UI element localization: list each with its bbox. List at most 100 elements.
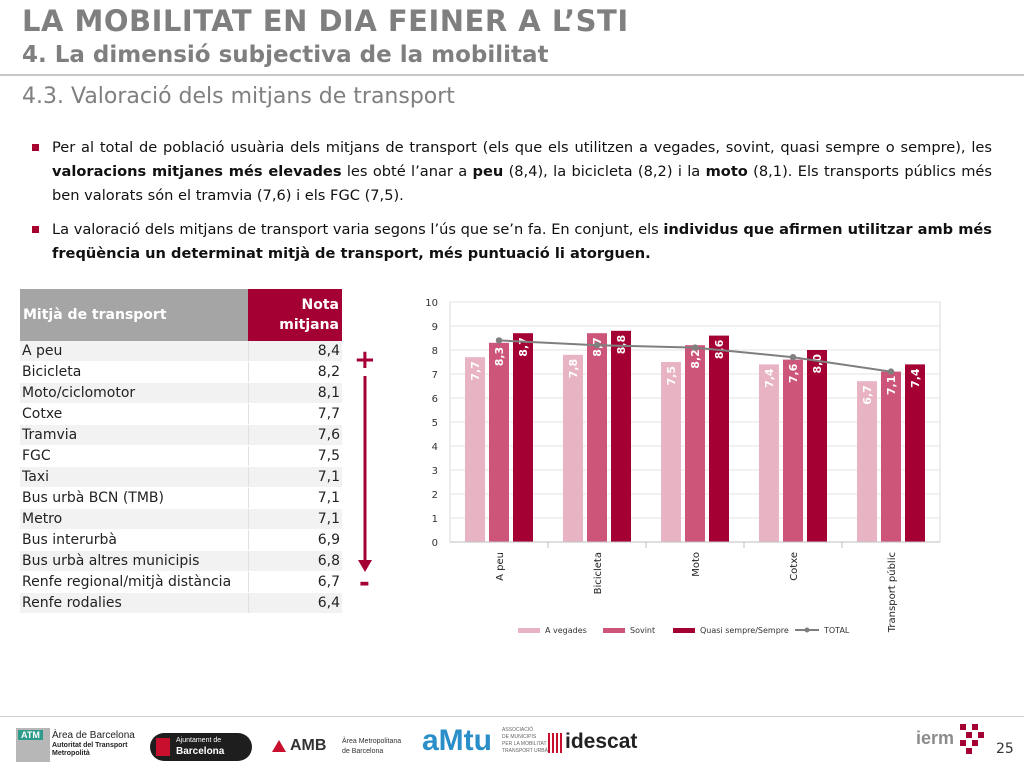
page-number: 25 [996, 741, 1014, 757]
atm-logo-text-1: Àrea de Barcelona [52, 730, 135, 741]
legend-label: TOTAL [823, 626, 850, 635]
table-row: Cotxe 7,7 [20, 403, 342, 425]
table-cell-score: 7,1 [248, 466, 342, 488]
bar [563, 354, 583, 542]
table-cell-transport: Renfe regional/mitjà distància [20, 571, 249, 593]
table-cell-transport: Metro [20, 508, 249, 530]
bar [759, 364, 779, 542]
total-point [691, 344, 699, 351]
y-tick-label: 2 [432, 490, 438, 501]
title-divider [0, 74, 1024, 76]
x-category-label: Cotxe [789, 552, 800, 581]
amtu-logo-small-2: DE MUNICIPIS [502, 734, 537, 740]
table-row: Taxi 7,1 [20, 466, 342, 488]
table-cell-transport: FGC [20, 445, 249, 467]
bar [685, 345, 705, 542]
atm-logo-mark: ATM [16, 728, 50, 762]
scale-arrow-head [358, 560, 372, 572]
bar [905, 364, 925, 542]
amb-triangle-icon [272, 740, 286, 752]
y-tick-label: 5 [432, 418, 438, 429]
bullet-1-text-6: moto [705, 163, 748, 180]
idescat-logo: idescat [548, 730, 658, 760]
legend-swatch [518, 628, 540, 633]
bar-value-label: 7,7 [469, 361, 482, 381]
bar-value-label: 7,4 [909, 368, 922, 388]
legend-line-marker [804, 627, 810, 633]
atm-logo-text-2: Autoritat del Transport [52, 742, 128, 749]
table-cell-score: 8,2 [248, 361, 342, 383]
table-row: Bus urbà BCN (TMB) 7,1 [20, 487, 342, 509]
bar [587, 333, 607, 542]
amtu-logo: aMtu ASSOCIACIÓ DE MUNICIPIS PER LA MOBI… [422, 724, 557, 764]
table-cell-transport: Bus urbà altres municipis [20, 550, 249, 572]
legend-label: Quasi sempre/Sempre [700, 626, 789, 635]
bar [661, 362, 681, 542]
amtu-logo-small: ASSOCIACIÓ DE MUNICIPIS PER LA MOBILITAT… [502, 727, 557, 755]
table-cell-transport: Moto/ciclomotor [20, 382, 249, 404]
table-row: Renfe regional/mitjà distància 6,7 [20, 571, 342, 593]
y-tick-label: 0 [432, 538, 438, 549]
y-tick-label: 8 [432, 346, 438, 357]
amb-logo: AMB Àrea Metropolitana de Barcelona [272, 734, 402, 760]
table-header-transport: Mitjà de transport [20, 289, 248, 341]
bar-value-label: 7,1 [885, 376, 898, 396]
bullet-1-text-7: (8,1). Els transports públics més ben va… [52, 163, 992, 204]
bar-value-label: 7,4 [763, 368, 776, 388]
table-header-score: Nota mitjana [248, 289, 342, 341]
table-row: FGC 7,5 [20, 445, 342, 467]
atm-logo-badge: ATM [18, 730, 43, 740]
legend-swatch [603, 628, 625, 633]
ratings-table: Mitjà de transport Nota mitjana A peu 8,4… [20, 289, 342, 614]
scale-arrow [358, 376, 372, 572]
bullet-paragraph-2: La valoració dels mitjans de transport v… [32, 218, 992, 266]
table-cell-transport: Tramvia [20, 424, 249, 446]
x-category-label: Bicicleta [593, 552, 604, 594]
amtu-logo-small-4: TRANSPORT URBÀ [502, 748, 548, 754]
table-body: A peu 8,4 Bicicleta 8,2 Moto/ciclomotor 8,1 Co… [20, 341, 342, 614]
legend-label: A vegades [545, 626, 587, 635]
bar [513, 333, 533, 542]
bar-value-label: 8,8 [615, 335, 628, 355]
bar-value-label: 8,2 [689, 349, 702, 369]
amtu-logo-small-3: PER LA MOBILITAT I EL [502, 741, 557, 747]
y-tick-label: 7 [432, 370, 438, 381]
bullet-1-text-1: Per al total de població usuària dels mi… [52, 139, 992, 156]
amb-logo-text-1: Àrea Metropolitana [342, 738, 402, 745]
bullet-2-text-2: individus que afirmen utilitzar amb més … [52, 221, 992, 262]
footer-divider [0, 716, 1024, 717]
legend-swatch [673, 628, 695, 633]
ajuntament-logo-text-2: Barcelona [176, 746, 225, 757]
y-tick-label: 9 [432, 322, 438, 333]
bar-value-label: 7,6 [787, 363, 800, 383]
bar [807, 350, 827, 542]
iermb-logo-text: ierm [916, 728, 955, 748]
table-row: Moto/ciclomotor 8,1 [20, 382, 342, 404]
bar-value-label: 7,8 [567, 359, 580, 379]
page-subtitle: 4. La dimensió subjectiva de la mobilita… [22, 42, 549, 68]
table-row: Renfe rodalies 6,4 [20, 592, 342, 614]
amb-logo-text-2: de Barcelona [342, 748, 384, 755]
iermb-logo: ierm [914, 722, 986, 758]
table-cell-transport: A peu [20, 341, 249, 362]
table-header-score-line2: mitjana [279, 317, 339, 333]
bar [857, 381, 877, 542]
y-tick-label: 1 [432, 514, 438, 525]
y-tick-label: 6 [432, 394, 438, 405]
bar [611, 330, 631, 542]
table-cell-score: 7,5 [248, 445, 342, 467]
legend-label: Sovint [630, 626, 655, 635]
table-cell-score: 8,1 [248, 382, 342, 404]
table-cell-score: 6,4 [248, 592, 342, 614]
ajuntament-shield-icon [156, 738, 170, 756]
bar [489, 342, 509, 542]
scale-plus-label: + [354, 345, 376, 375]
table-cell-transport: Renfe rodalies [20, 592, 249, 614]
table-cell-transport: Bus urbà BCN (TMB) [20, 487, 249, 509]
total-point [887, 368, 895, 375]
bar-value-label: 7,5 [665, 366, 678, 386]
scale-minus-label: - [359, 568, 370, 598]
table-row: A peu 8,4 [20, 341, 342, 362]
bullet-1-text-5: (8,4), la bicicleta (8,2) i la [503, 163, 706, 180]
